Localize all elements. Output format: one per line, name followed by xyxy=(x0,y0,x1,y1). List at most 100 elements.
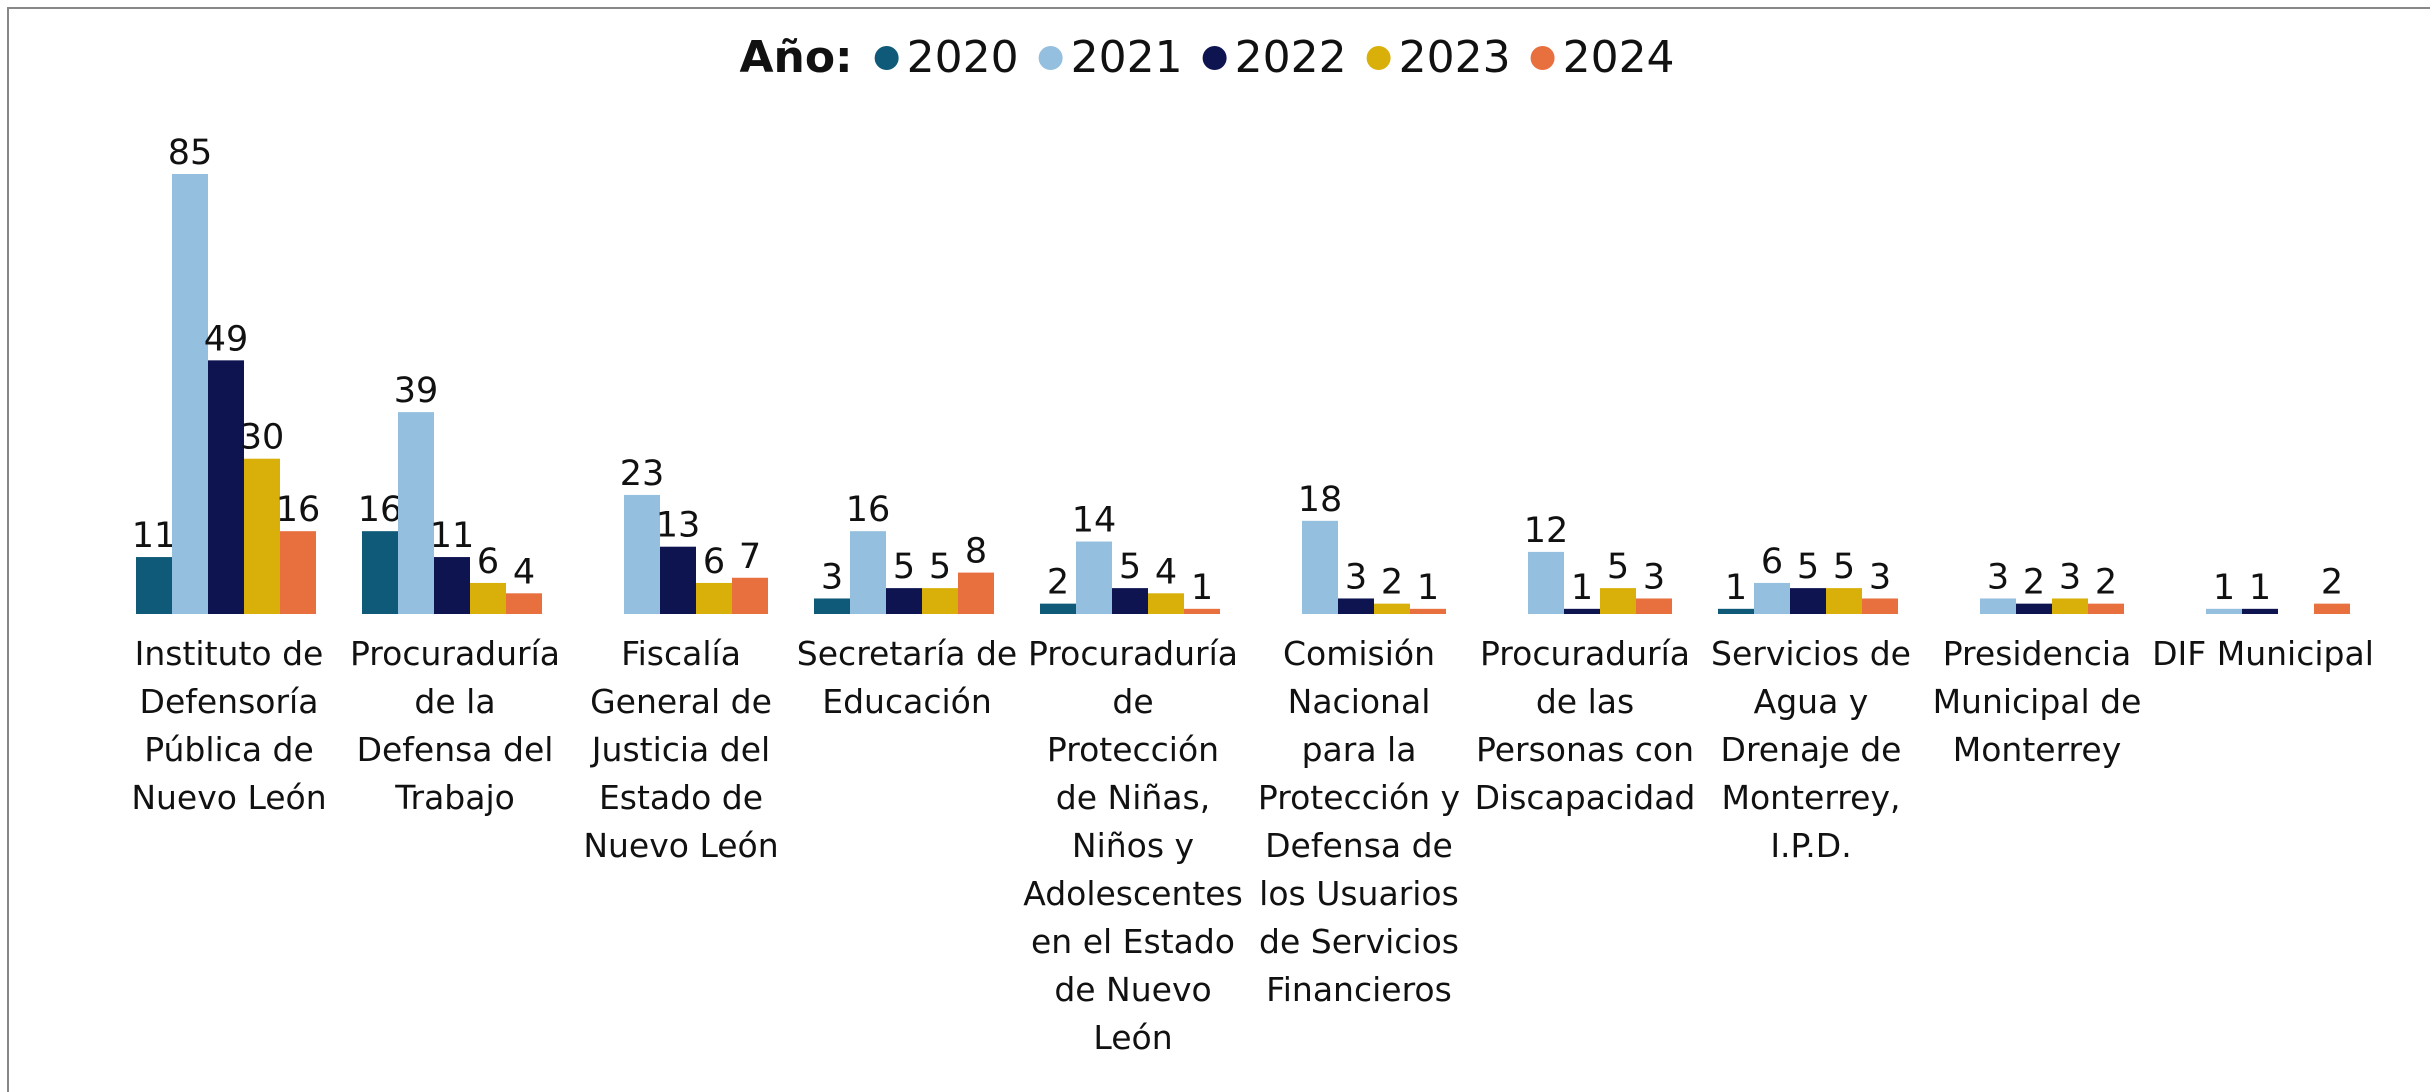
value-label: 2 xyxy=(2023,563,2045,603)
category-label: Procuraduría de Protección de Niñas, Niñ… xyxy=(1023,634,1243,1057)
bar xyxy=(1528,551,1564,614)
legend-title: Año: xyxy=(739,32,852,83)
bar xyxy=(1754,582,1790,614)
value-label: 13 xyxy=(656,506,701,546)
value-label: 6 xyxy=(703,542,725,582)
legend-label: 2024 xyxy=(1563,32,1675,83)
value-label: 1 xyxy=(1571,568,1593,608)
bar xyxy=(696,582,732,614)
value-label: 16 xyxy=(276,490,321,530)
value-label: 12 xyxy=(1524,511,1569,551)
value-label: 1 xyxy=(2249,568,2271,608)
value-label: 16 xyxy=(358,490,403,530)
bar xyxy=(2016,603,2052,614)
bar xyxy=(1564,608,1600,614)
value-label: 5 xyxy=(1119,547,1141,587)
bar xyxy=(1302,520,1338,614)
value-label: 3 xyxy=(821,557,843,597)
value-label: 49 xyxy=(204,319,249,359)
value-label: 5 xyxy=(1607,547,1629,587)
legend-marker xyxy=(1202,46,1227,70)
value-label: 2 xyxy=(1381,563,1403,603)
bar xyxy=(2088,603,2124,614)
bar xyxy=(136,557,172,614)
bar xyxy=(958,572,994,614)
bar xyxy=(2314,603,2350,614)
legend-marker xyxy=(874,46,899,70)
value-label: 1 xyxy=(1191,568,1213,608)
category-label: Comisión Nacional para la Protección y D… xyxy=(1257,634,1461,1009)
value-label: 30 xyxy=(240,418,285,458)
value-label: 1 xyxy=(1417,568,1439,608)
bar xyxy=(624,494,660,614)
category-label: Presidencia Municipal de Monterrey xyxy=(1932,634,2142,769)
value-label: 5 xyxy=(1797,547,1819,587)
value-label: 4 xyxy=(513,552,535,592)
value-label: 39 xyxy=(394,371,439,411)
bar xyxy=(1040,603,1076,614)
value-label: 85 xyxy=(168,133,213,173)
bar xyxy=(506,593,542,614)
bar xyxy=(660,546,696,614)
value-label: 4 xyxy=(1155,552,1177,592)
bar xyxy=(2206,608,2242,614)
value-label: 6 xyxy=(477,542,499,582)
value-label: 3 xyxy=(1869,557,1891,597)
bar xyxy=(1790,588,1826,614)
legend-label: 2021 xyxy=(1071,32,1183,83)
bar xyxy=(1718,608,1754,614)
value-label: 3 xyxy=(1643,557,1665,597)
bar xyxy=(1826,588,1862,614)
value-label: 5 xyxy=(1833,547,1855,587)
bar xyxy=(208,360,244,614)
category-label: Fiscalía General de Justicia del Estado … xyxy=(583,634,779,865)
category-label: Procuraduría de las Personas con Discapa… xyxy=(1474,634,1696,817)
value-label: 6 xyxy=(1761,542,1783,582)
bar xyxy=(398,412,434,614)
bar xyxy=(922,588,958,614)
value-label: 1 xyxy=(1725,568,1747,608)
legend-marker xyxy=(1366,46,1391,70)
legend-label: 2022 xyxy=(1235,32,1347,83)
category-label: Procuraduría de la Defensa del Trabajo xyxy=(349,634,561,817)
bar xyxy=(1980,598,2016,614)
category-label: Instituto de Defensoría Pública de Nuevo… xyxy=(131,634,327,817)
value-label: 5 xyxy=(929,547,951,587)
bar xyxy=(1636,598,1672,614)
frame xyxy=(7,7,2430,1092)
bar xyxy=(2052,598,2088,614)
value-label: 5 xyxy=(893,547,915,587)
value-label: 8 xyxy=(965,532,987,572)
bar xyxy=(850,531,886,614)
bar xyxy=(470,582,506,614)
bar xyxy=(362,531,398,614)
legend-label: 2020 xyxy=(907,32,1019,83)
value-label: 23 xyxy=(620,454,665,494)
legend-marker xyxy=(1038,46,1063,70)
bar xyxy=(1184,608,1220,614)
bar xyxy=(244,458,280,614)
bar xyxy=(1374,603,1410,614)
bar xyxy=(814,598,850,614)
value-label: 1 xyxy=(2213,568,2235,608)
value-label: 3 xyxy=(1987,557,2009,597)
category-label: Servicios de Agua y Drenaje de Monterrey… xyxy=(1711,634,1911,865)
value-label: 2 xyxy=(1047,563,1069,603)
value-label: 3 xyxy=(1345,557,1367,597)
category-label: Secretaría de Educación xyxy=(796,634,1018,721)
bar xyxy=(1600,588,1636,614)
value-label: 7 xyxy=(739,537,761,577)
legend-label: 2023 xyxy=(1399,32,1511,83)
value-label: 18 xyxy=(1298,480,1343,520)
value-label: 11 xyxy=(430,516,475,556)
value-label: 3 xyxy=(2059,557,2081,597)
category-label: DIF Municipal xyxy=(2152,634,2374,673)
value-label: 16 xyxy=(846,490,891,530)
bar xyxy=(1076,541,1112,614)
value-label: 14 xyxy=(1072,501,1117,541)
value-label: 2 xyxy=(2321,563,2343,603)
bar xyxy=(2242,608,2278,614)
bar xyxy=(434,557,470,614)
